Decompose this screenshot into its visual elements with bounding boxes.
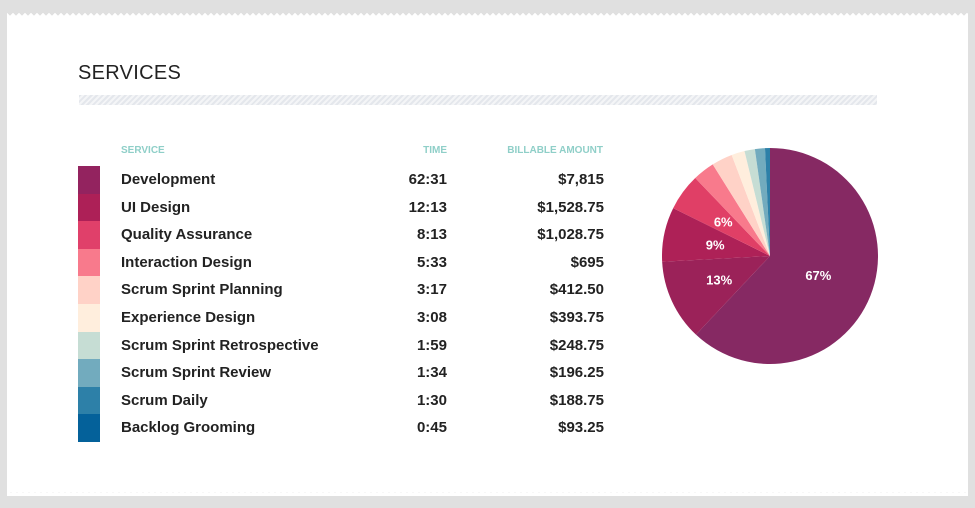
table-row: Scrum Sprint Review 1:34 $196.25	[78, 359, 604, 387]
pie-label: 6%	[714, 215, 733, 230]
service-time: 3:17	[416, 281, 447, 299]
table-row: Quality Assurance 8:13 $1,028.75	[78, 221, 604, 249]
pie-slice	[754, 148, 770, 256]
title-divider	[79, 95, 877, 105]
service-time: 3:08	[416, 309, 447, 326]
service-time: 1:59	[416, 336, 447, 354]
color-swatch	[78, 276, 100, 304]
service-amount: $93.25	[558, 419, 604, 437]
table-row: Development 62:31 $7,815	[78, 166, 604, 194]
header-service: SERVICE	[121, 145, 165, 156]
section-title: SERVICES	[78, 62, 182, 84]
pie-label: 13%	[706, 273, 732, 288]
card-edge-top	[7, 13, 968, 19]
service-amount: $248.75	[549, 336, 604, 354]
service-name: UI Design	[121, 198, 191, 216]
table-row: Experience Design 3:08 $393.75	[78, 304, 604, 332]
service-amount: $393.75	[549, 309, 604, 326]
table-row: Interaction Design 5:33 $695	[78, 248, 604, 277]
pie-label: 9%	[706, 238, 725, 253]
pie-slice	[695, 164, 770, 256]
color-swatch	[78, 248, 100, 277]
service-time: 1:34	[416, 364, 447, 382]
pie-slice	[662, 208, 770, 262]
pie-label: 67%	[805, 268, 831, 283]
service-name: Scrum Sprint Retrospective	[121, 336, 319, 354]
color-swatch	[78, 331, 100, 360]
pie-slice	[662, 256, 770, 335]
color-swatch	[78, 386, 100, 415]
table-row: Backlog Grooming 0:45 $93.25	[78, 414, 604, 442]
color-swatch	[78, 304, 100, 332]
color-swatch	[78, 359, 100, 387]
service-time: 12:13	[408, 198, 447, 216]
header-amount: BILLABLE AMOUNT	[507, 145, 603, 156]
service-amount: $695	[570, 253, 604, 271]
service-time: 0:45	[416, 419, 447, 437]
service-time: 5:33	[416, 253, 447, 271]
service-name: Quality Assurance	[121, 226, 253, 244]
service-amount: $1,028.75	[537, 226, 604, 244]
color-swatch	[78, 414, 100, 442]
service-name: Scrum Sprint Planning	[121, 281, 283, 299]
service-name: Development	[121, 171, 216, 188]
service-amount: $196.25	[549, 364, 604, 382]
service-time: 62:31	[408, 171, 447, 188]
color-swatch	[78, 193, 100, 222]
service-amount: $7,815	[558, 171, 604, 188]
color-swatch	[78, 166, 100, 194]
table-row: Scrum Sprint Planning 3:17 $412.50	[78, 276, 604, 304]
pie-slice	[764, 148, 770, 256]
service-amount: $412.50	[549, 281, 604, 299]
table-row: UI Design 12:13 $1,528.75	[78, 193, 604, 222]
header-time: TIME	[423, 145, 447, 156]
service-name: Interaction Design	[121, 253, 252, 271]
pie-slice	[695, 148, 878, 364]
service-time: 1:30	[416, 391, 447, 409]
service-name: Scrum Sprint Review	[121, 364, 272, 382]
card-edge-bottom	[7, 490, 968, 496]
service-name: Backlog Grooming	[121, 419, 256, 437]
pie-slice	[731, 151, 770, 256]
service-amount: $188.75	[549, 391, 604, 409]
service-name: Scrum Daily	[121, 391, 208, 409]
color-swatch	[78, 221, 100, 249]
service-time: 8:13	[416, 226, 447, 244]
service-name: Experience Design	[121, 309, 256, 326]
table-row: Scrum Sprint Retrospective 1:59 $248.75	[78, 331, 604, 360]
services-pie-chart: 67% 13% 9% 6%	[662, 148, 878, 364]
pie-slice	[712, 155, 770, 256]
service-amount: $1,528.75	[537, 198, 604, 216]
pie-slice	[744, 149, 770, 256]
table-row: Scrum Daily 1:30 $188.75	[78, 386, 604, 415]
pie-slice	[673, 178, 770, 256]
